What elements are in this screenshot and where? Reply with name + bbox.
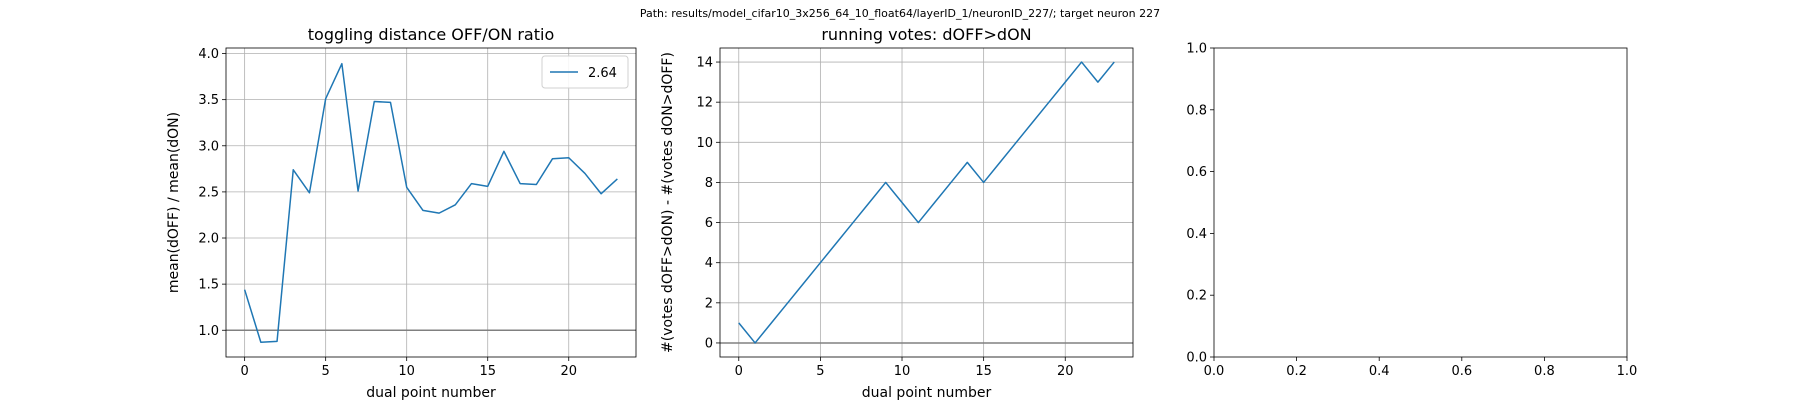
y-tick-label: 4.0 xyxy=(198,47,219,62)
x-tick-label: 10 xyxy=(398,364,415,379)
y-tick-label: 8 xyxy=(705,176,713,191)
y-tick-label: 10 xyxy=(696,136,713,151)
y-tick-label: 3.0 xyxy=(198,139,219,154)
x-tick-label: 0.4 xyxy=(1369,364,1390,379)
subplot-3: 0.0 0.2 0.4 0.6 0.8 1.0 0.0 0.2 0.4 0.6 0.8 1.0 xyxy=(1186,42,1637,380)
x-tick-label: 15 xyxy=(975,364,992,379)
series-line-1 xyxy=(243,62,618,343)
subplot-1: 0 5 10 15 20 1.0 1.5 2.0 2.5 3.0 3.5 4.0 toggling di… xyxy=(166,25,637,400)
y-tick-label: 2 xyxy=(705,296,713,311)
x-tick-label: 5 xyxy=(816,364,824,379)
chart-title: toggling distance OFF/ON ratio xyxy=(308,25,554,44)
x-axis-label: dual point number xyxy=(862,385,992,400)
y-tick-label: 12 xyxy=(696,96,713,111)
y-tick-label: 1.0 xyxy=(1186,42,1207,57)
x-tick-label: 0 xyxy=(735,364,743,379)
axes-frame xyxy=(225,47,637,358)
x-tick-label: 5 xyxy=(322,364,330,379)
y-tick-label: 2.5 xyxy=(198,185,219,200)
legend-box xyxy=(541,55,629,89)
y-tick-label: 3.5 xyxy=(198,93,219,108)
y-axis-label: #(votes dOFF>dON) - #(votes dON>dOFF) xyxy=(660,52,676,353)
x-tick-label: 1.0 xyxy=(1617,364,1638,379)
series-line-1 xyxy=(738,61,1115,344)
y-tick-label: 0.0 xyxy=(1186,351,1207,366)
x-tick-label: 0 xyxy=(240,364,248,379)
y-tick-label: 0.6 xyxy=(1186,165,1207,180)
legend-label: 2.64 xyxy=(588,66,617,81)
y-tick-label: 0.8 xyxy=(1186,103,1207,118)
y-tick-label: 4 xyxy=(705,256,713,271)
y-tick-label: 0.4 xyxy=(1186,227,1207,242)
axes-frame xyxy=(719,47,1134,358)
y-tick-label: 14 xyxy=(696,56,713,71)
figure-suptitle: Path: results/model_cifar10_3x256_64_10_… xyxy=(640,7,1160,20)
x-tick-label: 0.0 xyxy=(1204,364,1225,379)
y-axis-label: mean(dOFF) / mean(dON) xyxy=(166,112,182,293)
subplot-2: 0 5 10 15 20 0 2 4 6 8 10 12 14 running votes: dOFF>d… xyxy=(660,25,1134,400)
y-tick-label: 1.5 xyxy=(198,278,219,293)
x-tick-label: 0.2 xyxy=(1286,364,1307,379)
y-tick-label: 0 xyxy=(705,336,713,351)
x-tick-label: 20 xyxy=(1057,364,1074,379)
x-tick-label: 15 xyxy=(479,364,496,379)
x-tick-label: 0.8 xyxy=(1534,364,1555,379)
x-tick-label: 20 xyxy=(560,364,577,379)
x-axis-label: dual point number xyxy=(366,385,496,400)
y-tick-label: 2.0 xyxy=(198,232,219,247)
legend: 2.64 xyxy=(541,55,629,89)
y-tick-label: 0.2 xyxy=(1186,289,1207,304)
axes-frame xyxy=(1213,47,1628,358)
x-tick-label: 10 xyxy=(894,364,911,379)
chart-title: running votes: dOFF>dON xyxy=(821,25,1031,44)
y-tick-label: 1.0 xyxy=(198,324,219,339)
y-tick-label: 6 xyxy=(705,216,713,231)
x-tick-label: 0.6 xyxy=(1451,364,1472,379)
